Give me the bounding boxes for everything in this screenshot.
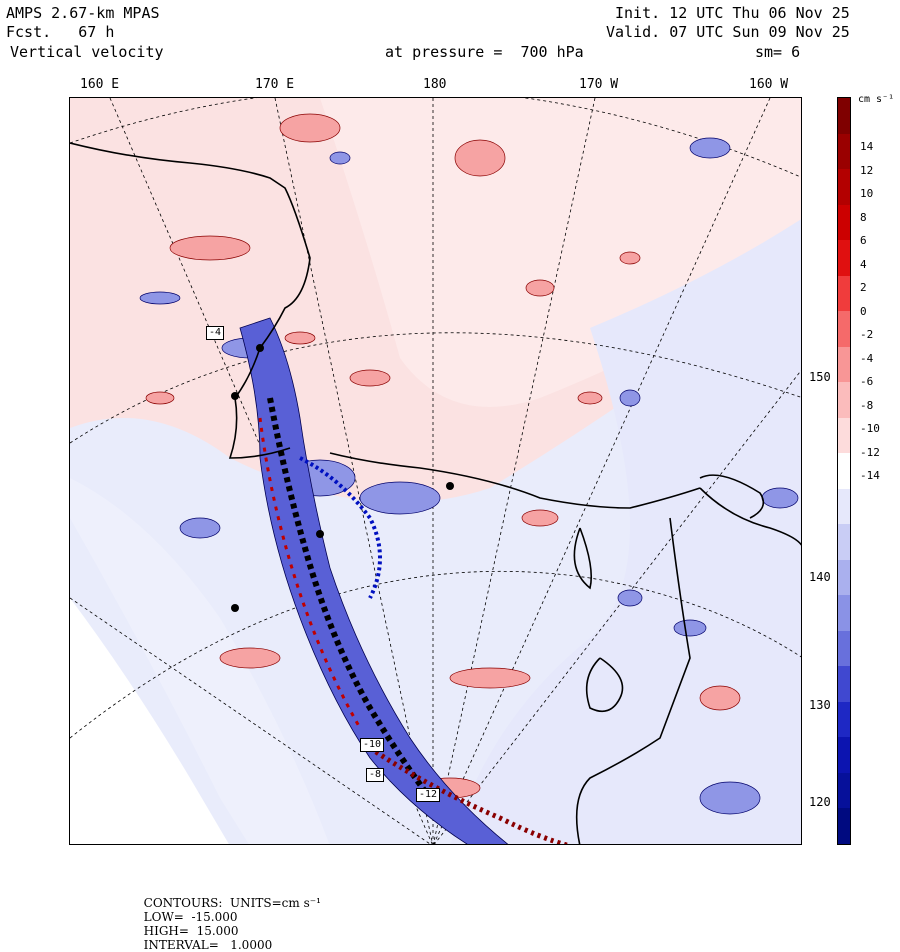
colorbar-tick-label: 8 [860,210,867,224]
colorbar-swatch [838,737,850,774]
colorbar-swatch [838,417,850,454]
colorbar-swatch [838,666,850,703]
forecast-label: Fcst. [6,23,52,41]
lon-label-170w: 170 W [579,77,619,92]
coastal-region [70,478,330,844]
colorbar-tick-label: 10 [860,187,874,200]
colorbar-swatch [838,169,850,206]
colorbar-unit: cm s⁻¹ [858,94,895,105]
colorbar-tick-label: 2 [860,281,867,294]
colorbar-tick-label: -12 [860,445,880,459]
coastline [70,142,801,844]
colorbar-swatch [838,595,850,632]
field-name: Vertical velocity [10,43,164,61]
colorbar-swatch [838,559,850,596]
colorbar-tick-label: -4 [860,351,874,365]
map-panel[interactable]: -10 -8 -12 -4 [69,97,802,845]
colorbar-tick-label: 0 [860,304,867,318]
lon-label-180: 180 [423,77,447,92]
pressure-label: at pressure = [385,43,503,61]
positive-contours [145,113,741,799]
contour-info: CONTOURS: UNITS=cm s⁻¹ LOW= -15.000 HIGH… [136,882,349,952]
station-label-1: -10 [360,738,385,752]
model-title: AMPS 2.67-km MPAS [6,4,160,22]
colorbar-tick-label: -14 [860,469,880,482]
colorbar-tick-label: 12 [860,163,874,177]
station-label-0: -4 [206,326,225,340]
colorbar-swatch [838,808,850,845]
colorbar-swatch [838,488,850,525]
colorbar [837,97,851,845]
pressure-level: at pressure = 700 hPa [385,43,584,61]
colorbar-tick-label: 14 [860,140,874,153]
colorbar-tick-label: -2 [860,328,874,341]
station-label-3: -12 [416,788,441,802]
colorbar-swatch [838,630,850,667]
colorbar-swatch [838,275,850,312]
colorbar-tick-label: 6 [860,234,867,247]
map-svg [70,98,801,844]
colorbar-swatch [838,772,850,809]
lon-label-170e: 170 E [255,77,295,92]
outside-domain [70,598,229,844]
colorbar-tick-label: -10 [860,422,880,435]
colorbar-tick-label: -8 [860,398,874,412]
smoothing: sm= 6 [755,43,801,61]
colorbar-swatch [838,311,850,348]
lon-label-160w: 160 W [749,77,789,92]
graticule-parallels [70,98,801,739]
forecast-value: 67 h [78,23,115,41]
contour-interval: INTERVAL= 1.0000 [143,938,273,952]
forecast-hours: Fcst. 67 h [6,23,114,41]
colorbar-swatch [838,204,850,241]
colorbar-swatch [838,453,850,490]
colorbar-tick-label: 4 [860,257,867,271]
contour-high: HIGH= 15.000 [143,924,239,938]
station-markers [231,344,454,612]
colorbar-swatch [838,240,850,277]
contour-units: CONTOURS: UNITS=cm s⁻¹ [143,896,321,910]
pressure-value: 700 hPa [520,43,584,61]
colorbar-swatch [838,382,850,419]
colorbar-swatch [838,98,850,135]
init-time: Init. 12 UTC Thu 06 Nov 25 [615,4,850,22]
lon-label-160e: 160 E [80,77,120,92]
colorbar-swatch [838,133,850,170]
contour-low: LOW= -15.000 [143,910,238,924]
station-label-2: -8 [366,768,385,782]
colorbar-swatch [838,346,850,383]
colorbar-swatch [838,701,850,738]
valid-time: Valid. 07 UTC Sun 09 Nov 25 [606,23,850,41]
colorbar-tick-label: -6 [860,375,874,388]
colorbar-swatch [838,524,850,561]
